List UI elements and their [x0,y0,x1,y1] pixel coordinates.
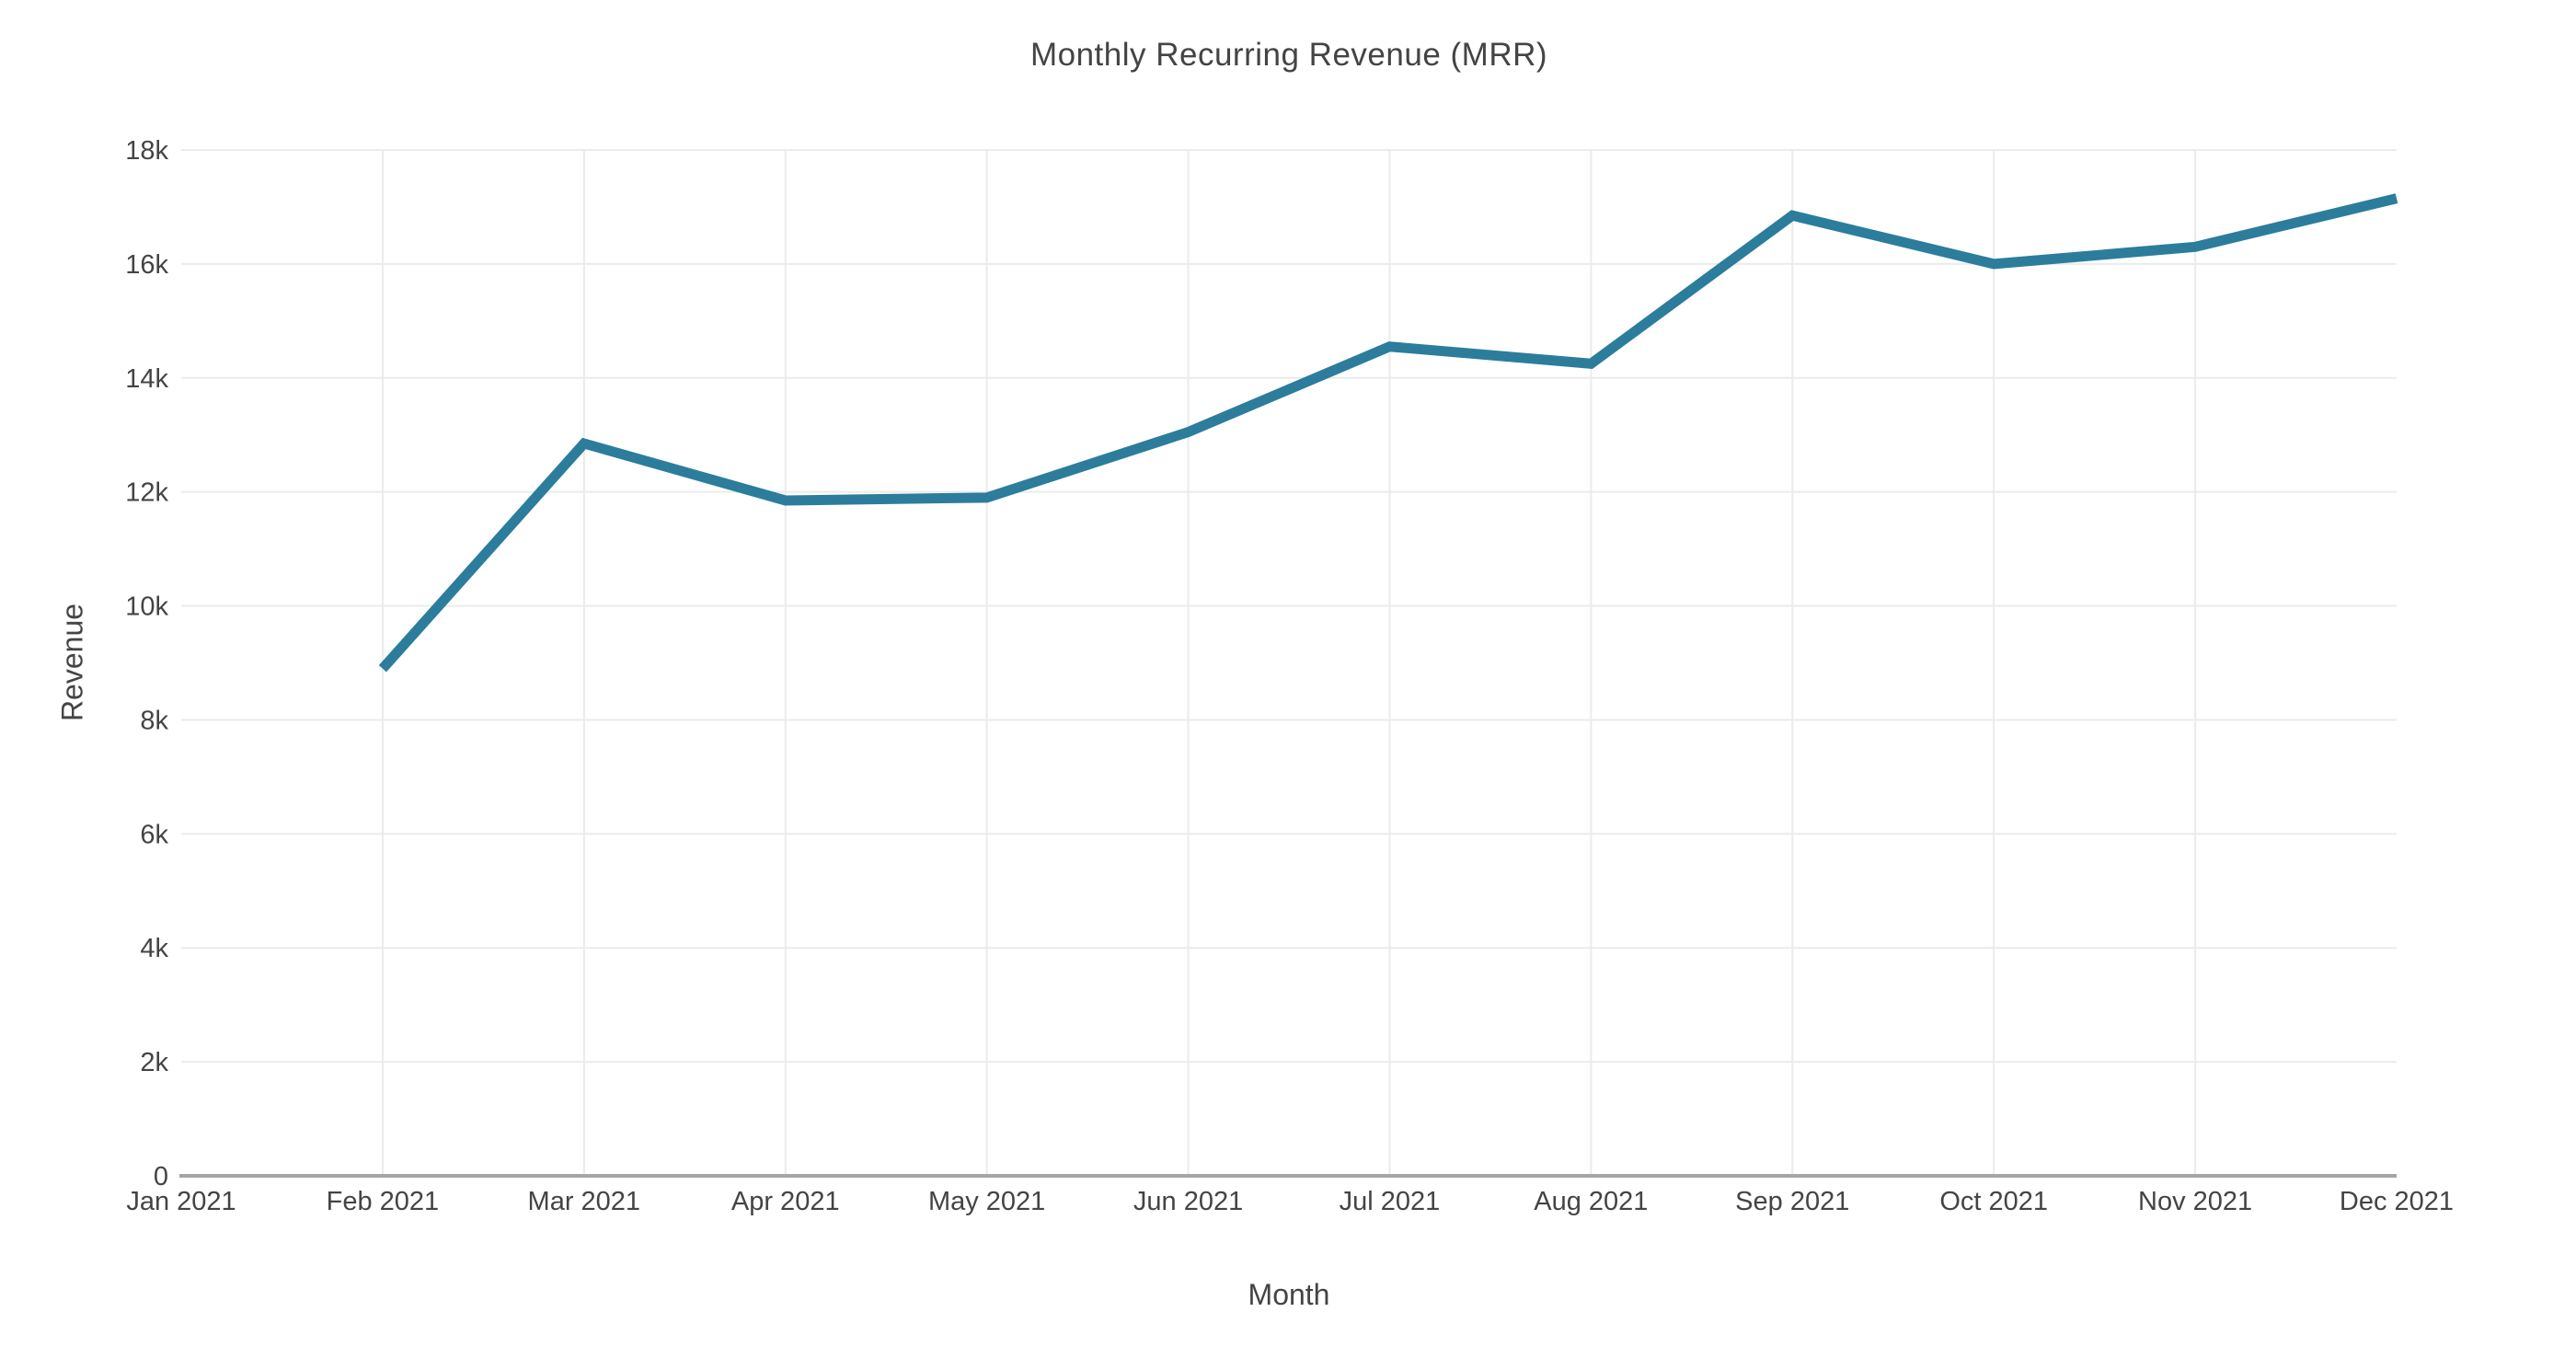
y-tick-label: 2k [140,1048,168,1077]
x-tick-label: Dec 2021 [2340,1187,2454,1216]
y-tick-label: 10k [125,593,168,622]
x-tick-label: Oct 2021 [1939,1187,2048,1216]
x-tick-label: Feb 2021 [327,1187,440,1216]
y-axis-title: Revenue [55,603,89,722]
x-tick-label: Jul 2021 [1340,1187,1441,1216]
y-tick-label: 14k [125,364,168,394]
x-tick-label: Aug 2021 [1534,1187,1648,1216]
x-tick-label: Sep 2021 [1735,1187,1849,1216]
y-tick-label: 8k [140,706,168,735]
x-axis-title: Month [1248,1278,1330,1311]
y-tick-label: 4k [140,934,168,963]
y-tick-label: 18k [125,136,168,166]
y-tick-label: 6k [140,820,168,849]
x-tick-label: Jan 2021 [126,1187,236,1216]
x-tick-label: Mar 2021 [528,1187,641,1216]
x-tick-label: Nov 2021 [2138,1187,2252,1216]
x-tick-label: May 2021 [928,1187,1045,1216]
y-tick-label: 0 [154,1162,168,1191]
chart-title: Monthly Recurring Revenue (MRR) [1029,37,1548,73]
y-tick-label: 16k [125,250,168,280]
x-tick-label: Jun 2021 [1133,1187,1243,1216]
series-line-mrr [378,193,2398,673]
y-tick-label: 12k [125,478,168,508]
x-tick-label: Apr 2021 [731,1187,840,1216]
